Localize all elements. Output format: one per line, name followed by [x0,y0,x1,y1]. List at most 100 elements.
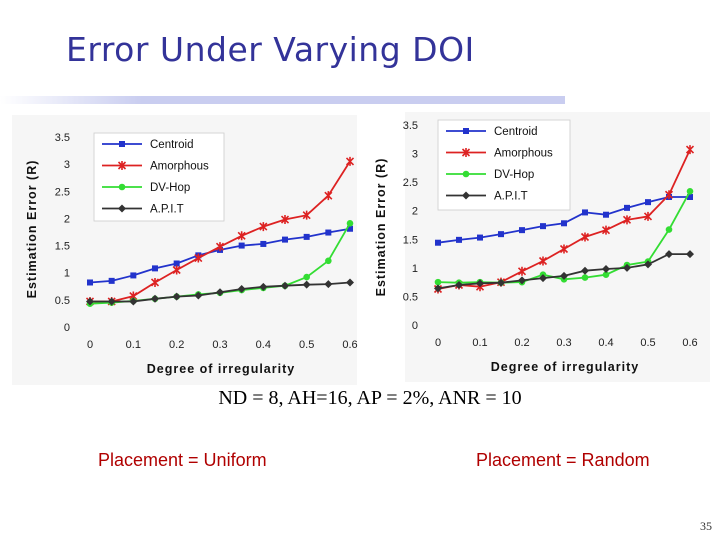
chart-1-data-point [259,282,268,291]
chart-2-ytick-label: 3.5 [403,120,418,132]
chart-2-data-point [602,265,610,273]
chart-2-data-point [559,244,569,254]
chart-1-xtick-label: 0.6 [342,339,357,351]
chart-1-xtick-label: 0.1 [126,339,141,351]
chart-1-data-point [86,297,94,306]
chart-1-data-point [324,191,333,201]
chart-1-data-point [173,260,180,267]
chart-1-data-point [260,240,267,247]
chart-2-data-point [476,279,484,288]
chart-2-data-point [540,223,546,230]
chart-2-xtick-label: 0 [435,337,441,349]
chart-2-data-point [435,239,441,246]
chart-2-data-point [518,276,526,285]
chart-2-data-point [685,145,695,155]
chart-2-data-point [603,211,609,218]
chart-2-ytick-label: 1.5 [403,234,418,246]
chart-2-legend-marker [462,191,470,200]
chart-1-data-point [237,285,246,293]
caption-uniform: Placement = Uniform [98,450,267,470]
chart-2-data-point [664,190,674,200]
chart-1-legend-marker [119,141,125,147]
chart-2-legend-marker [461,148,471,157]
chart-1-data-point [280,215,290,225]
parameters-text: ND = 8, AH=16, AP = 2%, ANR = 10 [218,387,522,409]
chart-1-x-axis-label: Degree of irregularity [147,362,295,376]
chart-1-xtick-label: 0.5 [299,339,314,351]
chart-2-data-point [581,266,589,275]
chart-1-data-point [194,291,203,300]
chart-1-xtick-label: 0.4 [256,339,271,351]
chart-2-xtick-label: 0.3 [556,337,571,349]
chart-1-data-point [324,280,333,289]
chart-2-xtick-label: 0.1 [472,337,487,349]
chart-2-legend-label: Amorphous [494,148,553,160]
chart-2-data-point [686,187,694,195]
chart-2-data-point [645,199,651,206]
charts-area: 0 0.5 1 1.5 2 2.5 3 3.5 0 0.1 0.2 0.3 0.4 0.5 0.6 Degre… [12,115,698,385]
chart-1-data-point [130,272,137,279]
chart-1-data-point [345,156,355,166]
chart-1-data-point [152,265,158,272]
chart-2-xtick-label: 0.5 [640,337,655,349]
chart-1-legend-label: Centroid [150,139,193,151]
chart-1-legend-marker [117,161,127,170]
chart-1-xtick-label: 0.2 [169,339,184,351]
chart-2-data-point [517,266,527,276]
chart-1-data-point [347,225,353,232]
caption-random: Placement = Random [476,450,650,470]
chart-2-data-point [581,274,589,281]
chart-1-data-point [302,280,311,289]
page-number: 35 [700,519,712,533]
chart-2-data-point [497,278,505,287]
chart-panel-1: 0 0.5 1 1.5 2 2.5 3 3.5 0 0.1 0.2 0.3 0.4 0.5 0.6 Degre… [12,115,358,385]
chart-1-legend-label: Amorphous [150,161,209,173]
chart-2-ytick-label: 0.5 [403,291,418,303]
chart-1-ytick-label: 3.5 [55,132,70,144]
chart-1-ytick-label: 3 [64,159,70,171]
chart-2-data-point [624,204,630,211]
chart-1-data-point [108,277,115,284]
chart-2-legend-label: A.P.I.T [494,191,528,203]
chart-1-data-point [346,220,354,227]
chart-1-data-point [325,257,332,265]
chart-2-data-point [561,220,567,227]
chart-1-data-point [172,292,181,301]
chart-1-data-point [302,210,311,220]
chart-1-data-point [150,277,160,287]
chart-1-y-axis-label: Estimation Error (R) [25,160,39,299]
chart-2-data-point [665,250,673,259]
chart-2-y-axis-label: Estimation Error (R) [374,158,388,297]
chart-2-data-point [456,236,462,243]
chart-2-ytick-label: 3 [412,149,418,161]
chart-2-ytick-label: 2 [412,206,418,218]
chart-1-data-point [282,236,288,243]
chart-1-legend [93,132,225,222]
title-underline [0,96,565,104]
chart-1-ytick-label: 2 [64,213,70,225]
chart-1-data-point [215,242,225,252]
chart-2-data-point [623,263,631,272]
chart-1-legend-label: A.P.I.T [150,204,184,216]
chart-2-legend-label: Centroid [494,126,537,138]
chart-2-data-point [665,226,673,233]
chart-1-data-point [216,288,224,297]
chart-2-x-axis-label: Degree of irregularity [491,360,639,374]
chart-1-ytick-label: 0.5 [55,295,70,307]
chart-2-data-point [601,225,611,235]
chart-1-data-point [172,265,181,275]
chart-1-ytick-label: 0 [64,322,70,334]
chart-2-data-point [560,271,568,280]
chart-1-data-point [346,278,354,287]
chart-2-data-point [580,232,590,242]
chart-2-data-point [539,274,547,283]
chart-2-xtick-label: 0.2 [514,337,529,349]
chart-2-legend-marker [463,128,469,134]
chart-2-legend-marker [462,170,470,178]
chart-1-legend-marker [118,204,126,213]
chart-2-data-point [687,194,693,200]
chart-2-ytick-label: 2.5 [403,177,418,189]
chart-1-data-point [325,229,332,236]
chart-1-data-point [259,222,268,232]
chart-1-data-point [151,294,159,303]
